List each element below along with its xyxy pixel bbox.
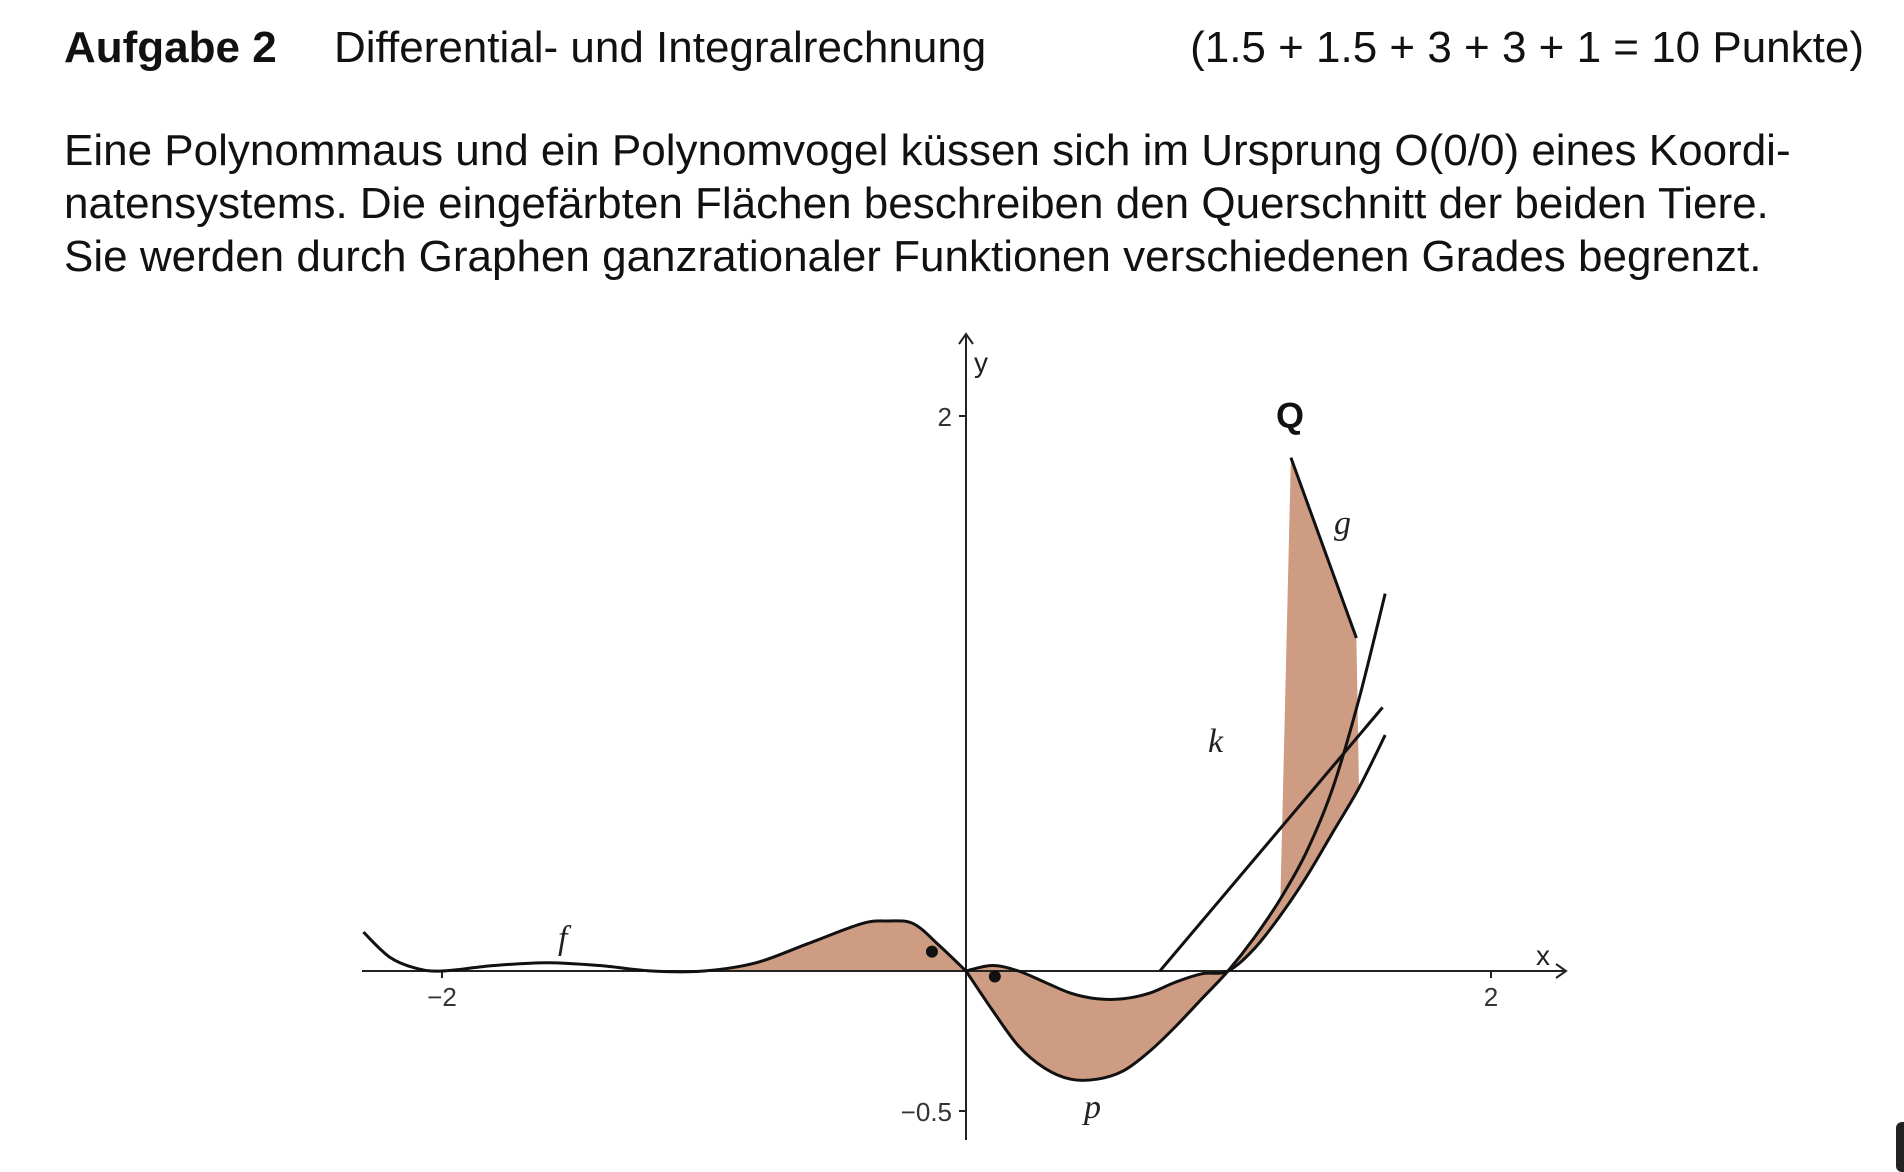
curves: [362, 457, 1387, 1082]
description-line-1: Eine Polynommaus und ein Polynomvogel kü…: [64, 126, 1791, 175]
y-tick-label-minus-0-5: −0.5: [901, 1097, 952, 1127]
x-tick-label-minus-2: −2: [427, 982, 457, 1012]
y-tick-label-2: 2: [938, 402, 952, 432]
task-number: Aufgabe 2: [64, 23, 277, 72]
description-line-2: natensystems. Die eingefärbten Flächen b…: [64, 179, 1769, 228]
task-header: Aufgabe 2 Differential- und Integralrech…: [64, 18, 1864, 78]
curve-g: [1289, 457, 1358, 639]
x-axis-arrow: [1555, 963, 1568, 979]
point-label-q: Q: [1276, 395, 1304, 436]
x-axis: −2 2 x: [362, 940, 1568, 1012]
task-topic: Differential- und Integralrechnung: [334, 23, 987, 72]
description-line-3: Sie werden durch Graphen ganzrationaler …: [64, 232, 1762, 281]
curve-p: [965, 734, 1387, 1001]
y-axis-label: y: [974, 347, 988, 378]
y-axis: 2 −0.5 y: [901, 332, 988, 1140]
y-axis-arrow: [958, 332, 974, 345]
marked-points: [925, 945, 1001, 983]
x-axis-label: x: [1536, 940, 1550, 971]
curve-label-p: p: [1082, 1089, 1101, 1126]
x-tick-label-2: 2: [1484, 982, 1498, 1012]
marked-point-2: [925, 945, 938, 958]
shaded-regions: [704, 457, 1359, 1080]
curve-label-f: f: [558, 920, 572, 957]
marked-point-3: [988, 970, 1001, 983]
curve-label-g: g: [1334, 505, 1351, 542]
task-points: (1.5 + 1.5 + 3 + 3 + 1 = 10 Punkte): [1190, 23, 1864, 72]
task-description: Eine Polynommaus und ein Polynomvogel kü…: [64, 124, 1864, 283]
curve-label-k: k: [1208, 723, 1224, 760]
mouse-area: [704, 921, 966, 971]
curve-line: [1158, 706, 1384, 972]
curve-f: [362, 919, 968, 974]
scrollbar-handle[interactable]: [1896, 1122, 1904, 1172]
bird-area: [966, 457, 1359, 1080]
curve-k: [964, 593, 1387, 1082]
